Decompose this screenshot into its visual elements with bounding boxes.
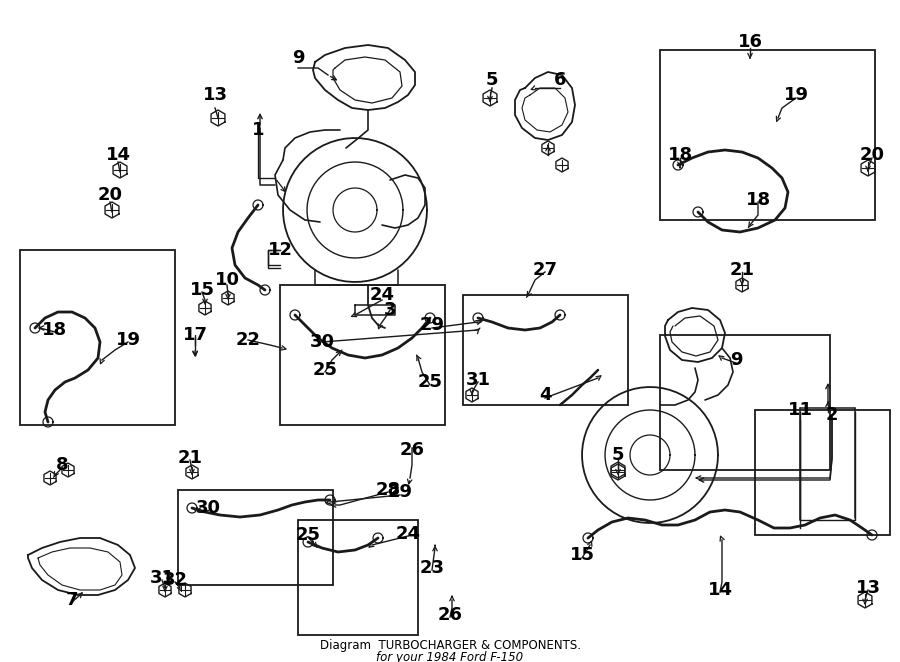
Text: 30: 30 [195, 499, 220, 517]
Text: 26: 26 [437, 606, 463, 624]
Text: 16: 16 [737, 33, 762, 51]
Text: 18: 18 [745, 191, 770, 209]
Text: 6: 6 [554, 71, 566, 89]
Text: 25: 25 [312, 361, 338, 379]
Bar [298, 520, 418, 635]
Text: 18: 18 [42, 321, 68, 339]
Text: 24: 24 [370, 286, 394, 304]
Text: 9: 9 [730, 351, 742, 369]
Text: 31: 31 [465, 371, 491, 389]
Text: 22: 22 [236, 331, 260, 349]
Bar [463, 295, 628, 405]
Bar [178, 490, 333, 585]
Text: 1: 1 [252, 121, 265, 139]
Text: 19: 19 [115, 331, 140, 349]
Text: 29: 29 [388, 483, 412, 501]
Text: 28: 28 [375, 481, 401, 499]
Text: 29: 29 [419, 316, 445, 334]
Text: 19: 19 [784, 86, 808, 104]
Text: 14: 14 [105, 146, 130, 164]
Text: 13: 13 [856, 579, 880, 597]
Text: 25: 25 [295, 526, 320, 544]
Text: 8: 8 [56, 456, 68, 474]
Text: 26: 26 [400, 441, 425, 459]
Text: 20: 20 [97, 186, 122, 204]
Text: 5: 5 [486, 71, 499, 89]
Text: 21: 21 [730, 261, 754, 279]
Text: 12: 12 [267, 241, 293, 259]
Text: 15: 15 [190, 281, 214, 299]
Text: 31: 31 [149, 569, 175, 587]
Text: 10: 10 [214, 271, 239, 289]
Text: 21: 21 [177, 449, 202, 467]
Text: 25: 25 [418, 373, 443, 391]
Text: 7: 7 [66, 591, 78, 609]
Text: 13: 13 [202, 86, 228, 104]
Text: 14: 14 [707, 581, 733, 599]
Text: 32: 32 [163, 571, 187, 589]
Text: 15: 15 [570, 546, 595, 564]
Text: 27: 27 [533, 261, 557, 279]
Text: 17: 17 [183, 326, 208, 344]
Text: 2: 2 [826, 406, 838, 424]
Text: 3: 3 [383, 301, 396, 319]
Bar [660, 335, 830, 470]
Bar [280, 285, 445, 425]
Text: 30: 30 [310, 333, 335, 351]
Text: 18: 18 [668, 146, 693, 164]
Bar [755, 410, 890, 535]
Text: 24: 24 [395, 525, 420, 543]
Bar [20, 250, 175, 425]
Text: 20: 20 [860, 146, 885, 164]
Text: 9: 9 [292, 49, 304, 67]
Text: for your 1984 Ford F-150: for your 1984 Ford F-150 [376, 651, 524, 662]
Text: 11: 11 [788, 401, 813, 419]
Text: 4: 4 [539, 386, 551, 404]
Bar [660, 50, 875, 220]
Text: 5: 5 [612, 446, 625, 464]
Text: Diagram  TURBOCHARGER & COMPONENTS.: Diagram TURBOCHARGER & COMPONENTS. [320, 639, 580, 651]
Text: 23: 23 [419, 559, 445, 577]
